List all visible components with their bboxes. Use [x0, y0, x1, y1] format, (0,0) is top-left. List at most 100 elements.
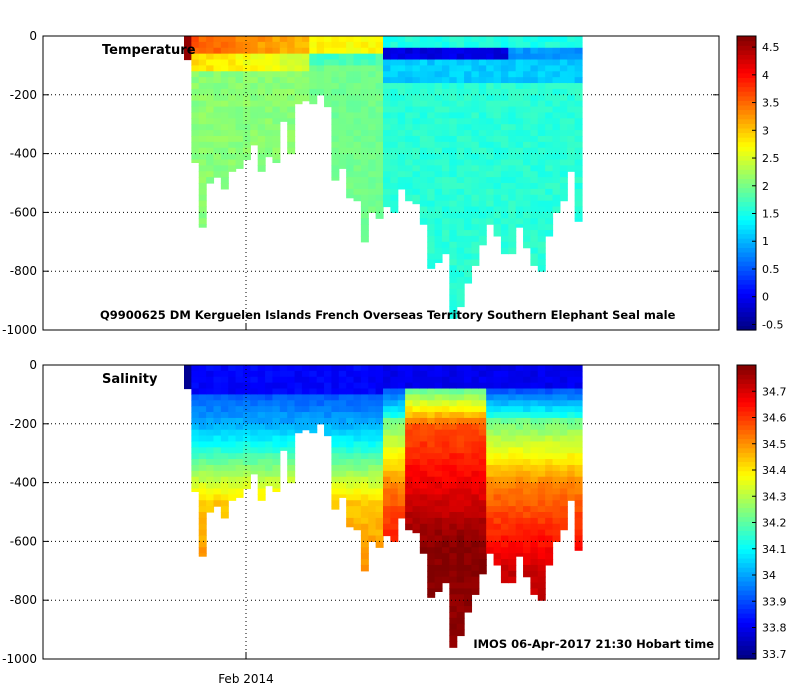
heatmap-cell: [228, 388, 237, 395]
heatmap-cell: [383, 41, 391, 49]
heatmap-cell: [486, 130, 495, 137]
heatmap-cell: [464, 517, 473, 525]
heatmap-cell: [574, 165, 583, 172]
heatmap-cell: [353, 459, 362, 466]
heatmap-cell: [500, 564, 509, 572]
heatmap-cell: [346, 100, 355, 108]
heatmap-cell: [456, 611, 465, 619]
heatmap-cell: [567, 106, 576, 114]
heatmap-cell: [242, 423, 251, 431]
heatmap-cell: [537, 476, 546, 484]
heatmap-cell: [574, 482, 583, 490]
heatmap-cell: [191, 77, 200, 84]
heatmap-cell: [567, 459, 576, 466]
heatmap-cell: [390, 153, 399, 161]
heatmap-cell: [530, 124, 539, 131]
heatmap-cell: [500, 194, 509, 202]
heatmap-cell: [478, 476, 487, 484]
heatmap-cell: [500, 147, 509, 155]
heatmap-cell: [545, 200, 554, 208]
heatmap-cell: [537, 65, 546, 72]
heatmap-cell: [523, 118, 532, 125]
heatmap-cell: [383, 435, 391, 443]
heatmap-cell: [279, 376, 288, 384]
heatmap-cell: [456, 453, 465, 460]
heatmap-cell: [206, 153, 215, 161]
heatmap-cell: [545, 218, 554, 225]
heatmap-cell: [375, 135, 384, 143]
heatmap-cell: [220, 88, 229, 96]
heatmap-cell: [537, 230, 546, 237]
heatmap-cell: [360, 470, 369, 478]
heatmap-cell: [449, 224, 458, 231]
heatmap-cell: [493, 388, 502, 395]
heatmap-cell: [449, 494, 458, 501]
heatmap-cell: [360, 400, 369, 407]
heatmap-cell: [353, 59, 362, 66]
heatmap-cell: [486, 53, 495, 61]
heatmap-cell: [441, 177, 450, 184]
heatmap-cell: [220, 159, 229, 166]
heatmap-cell: [500, 523, 509, 531]
heatmap-cell: [220, 53, 229, 61]
heatmap-cell: [257, 494, 266, 501]
heatmap-cell: [272, 112, 281, 119]
heatmap-cell: [301, 94, 310, 102]
heatmap-cell: [397, 130, 406, 137]
heatmap-cell: [331, 406, 340, 413]
heatmap-cell: [493, 553, 502, 560]
heatmap-cell: [464, 253, 473, 261]
heatmap-cell: [383, 106, 391, 114]
heatmap-cell: [508, 171, 517, 178]
heatmap-cell: [567, 494, 576, 501]
heatmap-cell: [523, 153, 532, 161]
heatmap-cell: [419, 212, 428, 219]
heatmap-cell: [441, 65, 450, 72]
heatmap-cell: [567, 153, 576, 161]
heatmap-cell: [272, 53, 281, 61]
colorbar-segment: [737, 256, 756, 262]
heatmap-cell: [242, 106, 251, 114]
heatmap-cell: [346, 47, 355, 55]
heatmap-cell: [545, 541, 554, 548]
heatmap-cell: [405, 65, 414, 72]
heatmap-cell: [500, 453, 509, 460]
heatmap-cell: [360, 523, 369, 531]
heatmap-cell: [493, 147, 502, 155]
heatmap-cell: [324, 429, 333, 437]
heatmap-cell: [464, 83, 473, 90]
heatmap-cell: [220, 435, 229, 443]
heatmap-cell: [427, 65, 436, 72]
heatmap-cell: [464, 130, 473, 137]
heatmap-cell: [537, 594, 546, 601]
colorbar-segment: [737, 571, 756, 577]
heatmap-cell: [515, 417, 524, 425]
heatmap-cell: [397, 71, 406, 78]
heatmap-cell: [441, 459, 450, 466]
heatmap-cell: [198, 541, 207, 548]
heatmap-cell: [545, 77, 554, 84]
heatmap-cell: [456, 36, 465, 43]
heatmap-cell: [419, 171, 428, 178]
heatmap-cell: [449, 529, 458, 537]
heatmap-cell: [346, 130, 355, 137]
heatmap-cell: [493, 224, 502, 231]
heatmap-cell: [500, 88, 509, 96]
heatmap-cell: [464, 36, 473, 43]
heatmap-cell: [213, 441, 222, 448]
heatmap-cell: [338, 488, 347, 495]
heatmap-cell: [559, 130, 568, 137]
heatmap-cell: [228, 47, 237, 55]
heatmap-cell: [346, 435, 355, 443]
heatmap-cell: [213, 470, 222, 478]
heatmap-cell: [250, 47, 259, 55]
heatmap-cell: [279, 88, 288, 96]
heatmap-cell: [559, 65, 568, 72]
heatmap-cell: [220, 36, 229, 43]
heatmap-cell: [368, 153, 377, 161]
heatmap-cell: [456, 629, 465, 637]
heatmap-cell: [353, 406, 362, 413]
heatmap-cell: [228, 429, 237, 437]
heatmap-cell: [508, 130, 517, 137]
heatmap-cell: [500, 141, 509, 149]
